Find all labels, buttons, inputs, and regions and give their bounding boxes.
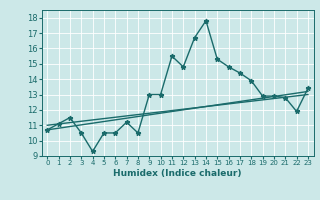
X-axis label: Humidex (Indice chaleur): Humidex (Indice chaleur) <box>113 169 242 178</box>
